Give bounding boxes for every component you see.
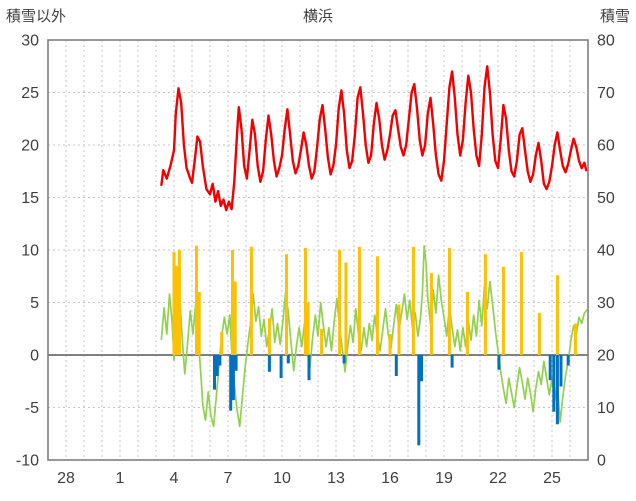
blue-bar — [213, 355, 216, 390]
x-axis-tick-label: 13 — [327, 470, 345, 487]
yellow-bar — [285, 254, 288, 355]
left-axis-tick-label: 10 — [21, 243, 39, 260]
left-axis-tick-label: -5 — [25, 400, 39, 417]
yellow-bar — [303, 247, 307, 355]
right-axis-tick-label: 40 — [597, 243, 615, 260]
x-axis-tick-label: 19 — [435, 470, 453, 487]
blue-bar — [559, 355, 563, 387]
blue-bar — [279, 355, 283, 379]
yellow-bar — [233, 281, 237, 355]
yellow-bar — [447, 247, 451, 355]
right-axis-tick-label: 20 — [597, 348, 615, 365]
yellow-bar — [397, 304, 401, 355]
blue-bar — [307, 355, 311, 381]
left-axis-tick-label: -10 — [16, 453, 39, 470]
yellow-bar — [320, 328, 324, 355]
yellow-bar — [537, 313, 541, 355]
blue-bar — [234, 355, 238, 371]
yellow-bar — [172, 252, 176, 355]
left-axis-title: 積雪以外 — [6, 8, 66, 25]
blue-bar — [417, 355, 421, 446]
blue-bar — [420, 355, 423, 382]
x-axis-tick-label: 22 — [489, 470, 507, 487]
yellow-bar — [411, 246, 415, 355]
yellow-bar — [267, 318, 271, 355]
right-axis-tick-label: 30 — [597, 295, 615, 312]
yellow-bar — [344, 262, 348, 355]
yellow-bar — [195, 245, 198, 355]
yellow-bar — [306, 302, 310, 355]
left-axis-tick-label: 15 — [21, 190, 39, 207]
x-axis-tick-label: 4 — [170, 470, 179, 487]
yellow-bar — [175, 265, 179, 355]
yellow-bar — [501, 266, 505, 355]
blue-bar — [286, 355, 290, 364]
blue-bar — [552, 355, 556, 412]
yellow-bar — [555, 275, 559, 355]
blue-bar — [342, 355, 346, 364]
right-axis-tick-label: 10 — [597, 400, 615, 417]
x-axis-tick-label: 7 — [224, 470, 233, 487]
left-axis-tick-label: 5 — [30, 295, 39, 312]
right-axis-tick-label: 50 — [597, 190, 615, 207]
yellow-bar — [249, 246, 253, 355]
right-axis-tick-label: 70 — [597, 85, 615, 102]
green-line-series — [160, 244, 588, 428]
blue-bar — [548, 355, 552, 381]
yellow-bar — [177, 250, 181, 355]
blue-bar — [566, 355, 570, 366]
yellow-bar — [429, 273, 433, 355]
yellow-bar — [483, 254, 487, 355]
yellow-bar — [375, 256, 379, 355]
right-axis-tick-label: 80 — [597, 33, 615, 50]
yellow-bar — [220, 331, 224, 355]
blue-bar — [229, 355, 233, 411]
yellow-bar — [388, 334, 392, 355]
blue-bar — [267, 355, 271, 372]
right-axis-tick-label: 0 — [597, 453, 606, 470]
blue-bar — [497, 355, 501, 370]
left-axis-tick-label: 20 — [21, 138, 39, 155]
right-axis-tick-label: 60 — [597, 138, 615, 155]
x-axis-tick-label: 16 — [381, 470, 399, 487]
blue-bar — [231, 355, 235, 401]
blue-bar — [450, 355, 454, 368]
left-axis-tick-label: 0 — [30, 348, 39, 365]
chart-title: 横浜 — [303, 8, 333, 25]
red-line-series — [160, 65, 588, 212]
x-axis-tick-label: 1 — [116, 470, 125, 487]
plot-border — [47, 39, 589, 461]
left-axis-tick-label: 25 — [21, 85, 39, 102]
yellow-bar — [573, 323, 577, 355]
blue-bar — [394, 355, 398, 376]
x-axis-tick-label: 10 — [273, 470, 291, 487]
yellow-bar — [357, 246, 361, 355]
blue-bar — [555, 355, 559, 425]
right-axis-title: 積雪 — [600, 8, 630, 25]
blue-bar — [218, 355, 222, 366]
blue-bar — [215, 355, 219, 376]
left-axis-tick-label: 30 — [21, 33, 39, 50]
yellow-bar — [231, 250, 234, 355]
x-axis-tick-label: 25 — [543, 470, 561, 487]
yellow-bar — [519, 252, 523, 355]
x-axis-tick-label: 28 — [57, 470, 75, 487]
yellow-bar — [197, 292, 201, 355]
yellow-bar — [465, 292, 469, 355]
yellow-bar — [338, 250, 342, 355]
